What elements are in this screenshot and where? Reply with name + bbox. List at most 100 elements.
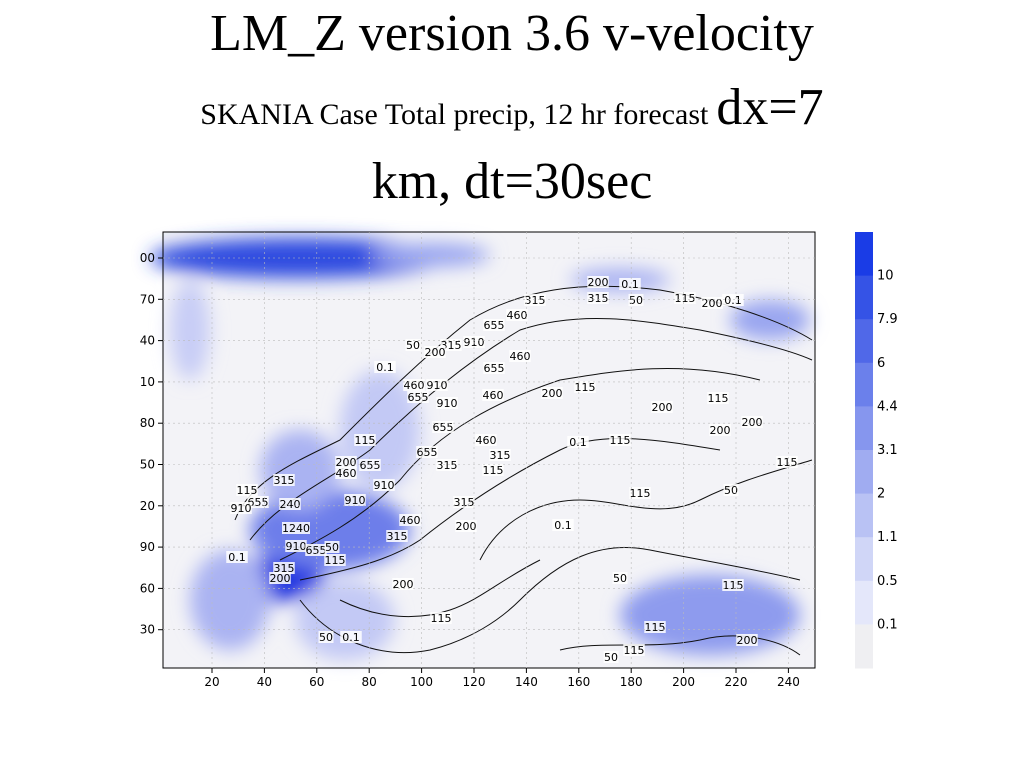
contour-label-bg <box>335 467 357 479</box>
contour-label-bg <box>524 294 546 306</box>
contour-label-bg <box>722 579 744 591</box>
colorbar-label: 10 <box>877 269 894 284</box>
contour-label-bg <box>506 309 528 321</box>
y-tick-label: 60 <box>140 581 155 595</box>
map-frame <box>162 231 816 669</box>
contour-label-bg <box>273 562 295 574</box>
y-tick-label: 50 <box>140 458 155 472</box>
contour-label-bg <box>405 339 421 351</box>
contour-label-bg <box>285 540 307 552</box>
contour-label-bg <box>373 479 395 491</box>
colorbar-bin <box>855 450 873 495</box>
contour-label-bg <box>236 484 258 496</box>
contour-label: 655 <box>408 391 429 404</box>
contour-label: 115 <box>723 579 744 592</box>
contour-label: 315 <box>387 530 408 543</box>
x-tick-label: 220 <box>725 675 748 689</box>
contour-label: 115 <box>237 484 258 497</box>
colorbar-bin <box>855 624 873 669</box>
contour-label: 315 <box>454 496 475 509</box>
contour-label: 460 <box>476 434 497 447</box>
subtitle-line: SKANIA Case Total precip, 12 hr forecast… <box>0 78 1024 137</box>
contour-label: 115 <box>675 292 696 305</box>
x-tick-label: 240 <box>777 675 800 689</box>
contour-label: 460 <box>483 389 504 402</box>
contour-label: 115 <box>645 621 666 634</box>
contour-label-bg <box>651 401 673 413</box>
contour-label: 910 <box>427 379 448 392</box>
contour-label-bg <box>701 297 723 309</box>
contour-label-bg <box>430 612 452 624</box>
contour-label: 200 <box>336 456 357 469</box>
contour-label-bg <box>541 387 563 399</box>
contour-label-bg <box>482 389 504 401</box>
contour-label: 315 <box>490 449 511 462</box>
colorbar-label: 6 <box>877 356 885 371</box>
contour-label-bg <box>426 379 448 391</box>
contour-label-bg <box>424 346 446 358</box>
contour-label: 115 <box>325 554 346 567</box>
subtitle-small: SKANIA Case Total precip, 12 hr forecast <box>200 98 709 131</box>
contour-label: 115 <box>575 381 596 394</box>
contour-label: 240 <box>280 498 301 511</box>
contour-label: 0.1 <box>621 278 639 291</box>
colorbar-bin <box>855 406 873 451</box>
contour-label: 200 <box>425 346 446 359</box>
contour-label-bg <box>359 459 381 471</box>
contour-label: 200 <box>652 401 673 414</box>
contour-label-bg <box>587 292 609 304</box>
colorbar-label: 0.5 <box>877 574 898 589</box>
contour-label-bg <box>279 498 301 510</box>
contour-label: 200 <box>542 387 563 400</box>
contour-label-bg <box>482 464 504 476</box>
contour-label: 0.1 <box>376 361 394 374</box>
contour-label: 200 <box>742 416 763 429</box>
contour-label: 460 <box>404 379 425 392</box>
contour-label: 50 <box>325 541 339 554</box>
y-tick-label: 80 <box>140 416 155 430</box>
contour-label: 115 <box>708 392 729 405</box>
contour-label-bg <box>392 578 414 590</box>
contour-label: 0.1 <box>342 631 360 644</box>
contour-label-bg <box>282 522 310 534</box>
contour-label-bg <box>723 484 739 496</box>
contour-label-bg <box>722 294 744 306</box>
x-tick-label: 20 <box>204 675 219 689</box>
x-tick-label: 100 <box>410 675 433 689</box>
contour-label-bg <box>374 361 396 373</box>
contour-label: 910 <box>345 494 366 507</box>
colorbar-bin <box>855 580 873 625</box>
colorbar-bin <box>855 232 873 277</box>
contour-label: 655 <box>306 544 327 557</box>
contour-label: 50 <box>613 572 627 585</box>
title: LM_Z version 3.6 v-velocity <box>210 5 814 62</box>
contour-label-bg <box>574 381 596 393</box>
contour-label: 50 <box>319 631 333 644</box>
contour-label-bg <box>344 494 366 506</box>
contours <box>234 285 813 656</box>
y-tick-label: 40 <box>140 334 155 348</box>
contour-label-bg <box>619 278 641 290</box>
contour-label-bg <box>629 487 651 499</box>
colorbar-label: 0.1 <box>877 617 898 632</box>
contour-label-bg <box>612 572 628 584</box>
contour-label: 0.1 <box>724 294 742 307</box>
contour-label-bg <box>707 392 729 404</box>
contour-label: 115 <box>610 434 631 447</box>
colorbar-bin <box>855 537 873 582</box>
contour-label-bg <box>324 541 340 553</box>
x-tick-label: 140 <box>515 675 538 689</box>
contour-label: 50 <box>406 339 420 352</box>
contour-label: 910 <box>286 540 307 553</box>
contour-label-bg <box>226 551 248 563</box>
contour-label: 1240 <box>282 522 310 535</box>
contour-label-bg <box>489 449 511 461</box>
colorbar-label: 2 <box>877 487 885 502</box>
contour-label-bg <box>269 572 291 584</box>
colorbar-label: 7.9 <box>877 312 898 327</box>
y-tick-label: 00 <box>140 251 155 265</box>
x-tick-label: 180 <box>620 675 643 689</box>
x-tick-label: 80 <box>362 675 377 689</box>
